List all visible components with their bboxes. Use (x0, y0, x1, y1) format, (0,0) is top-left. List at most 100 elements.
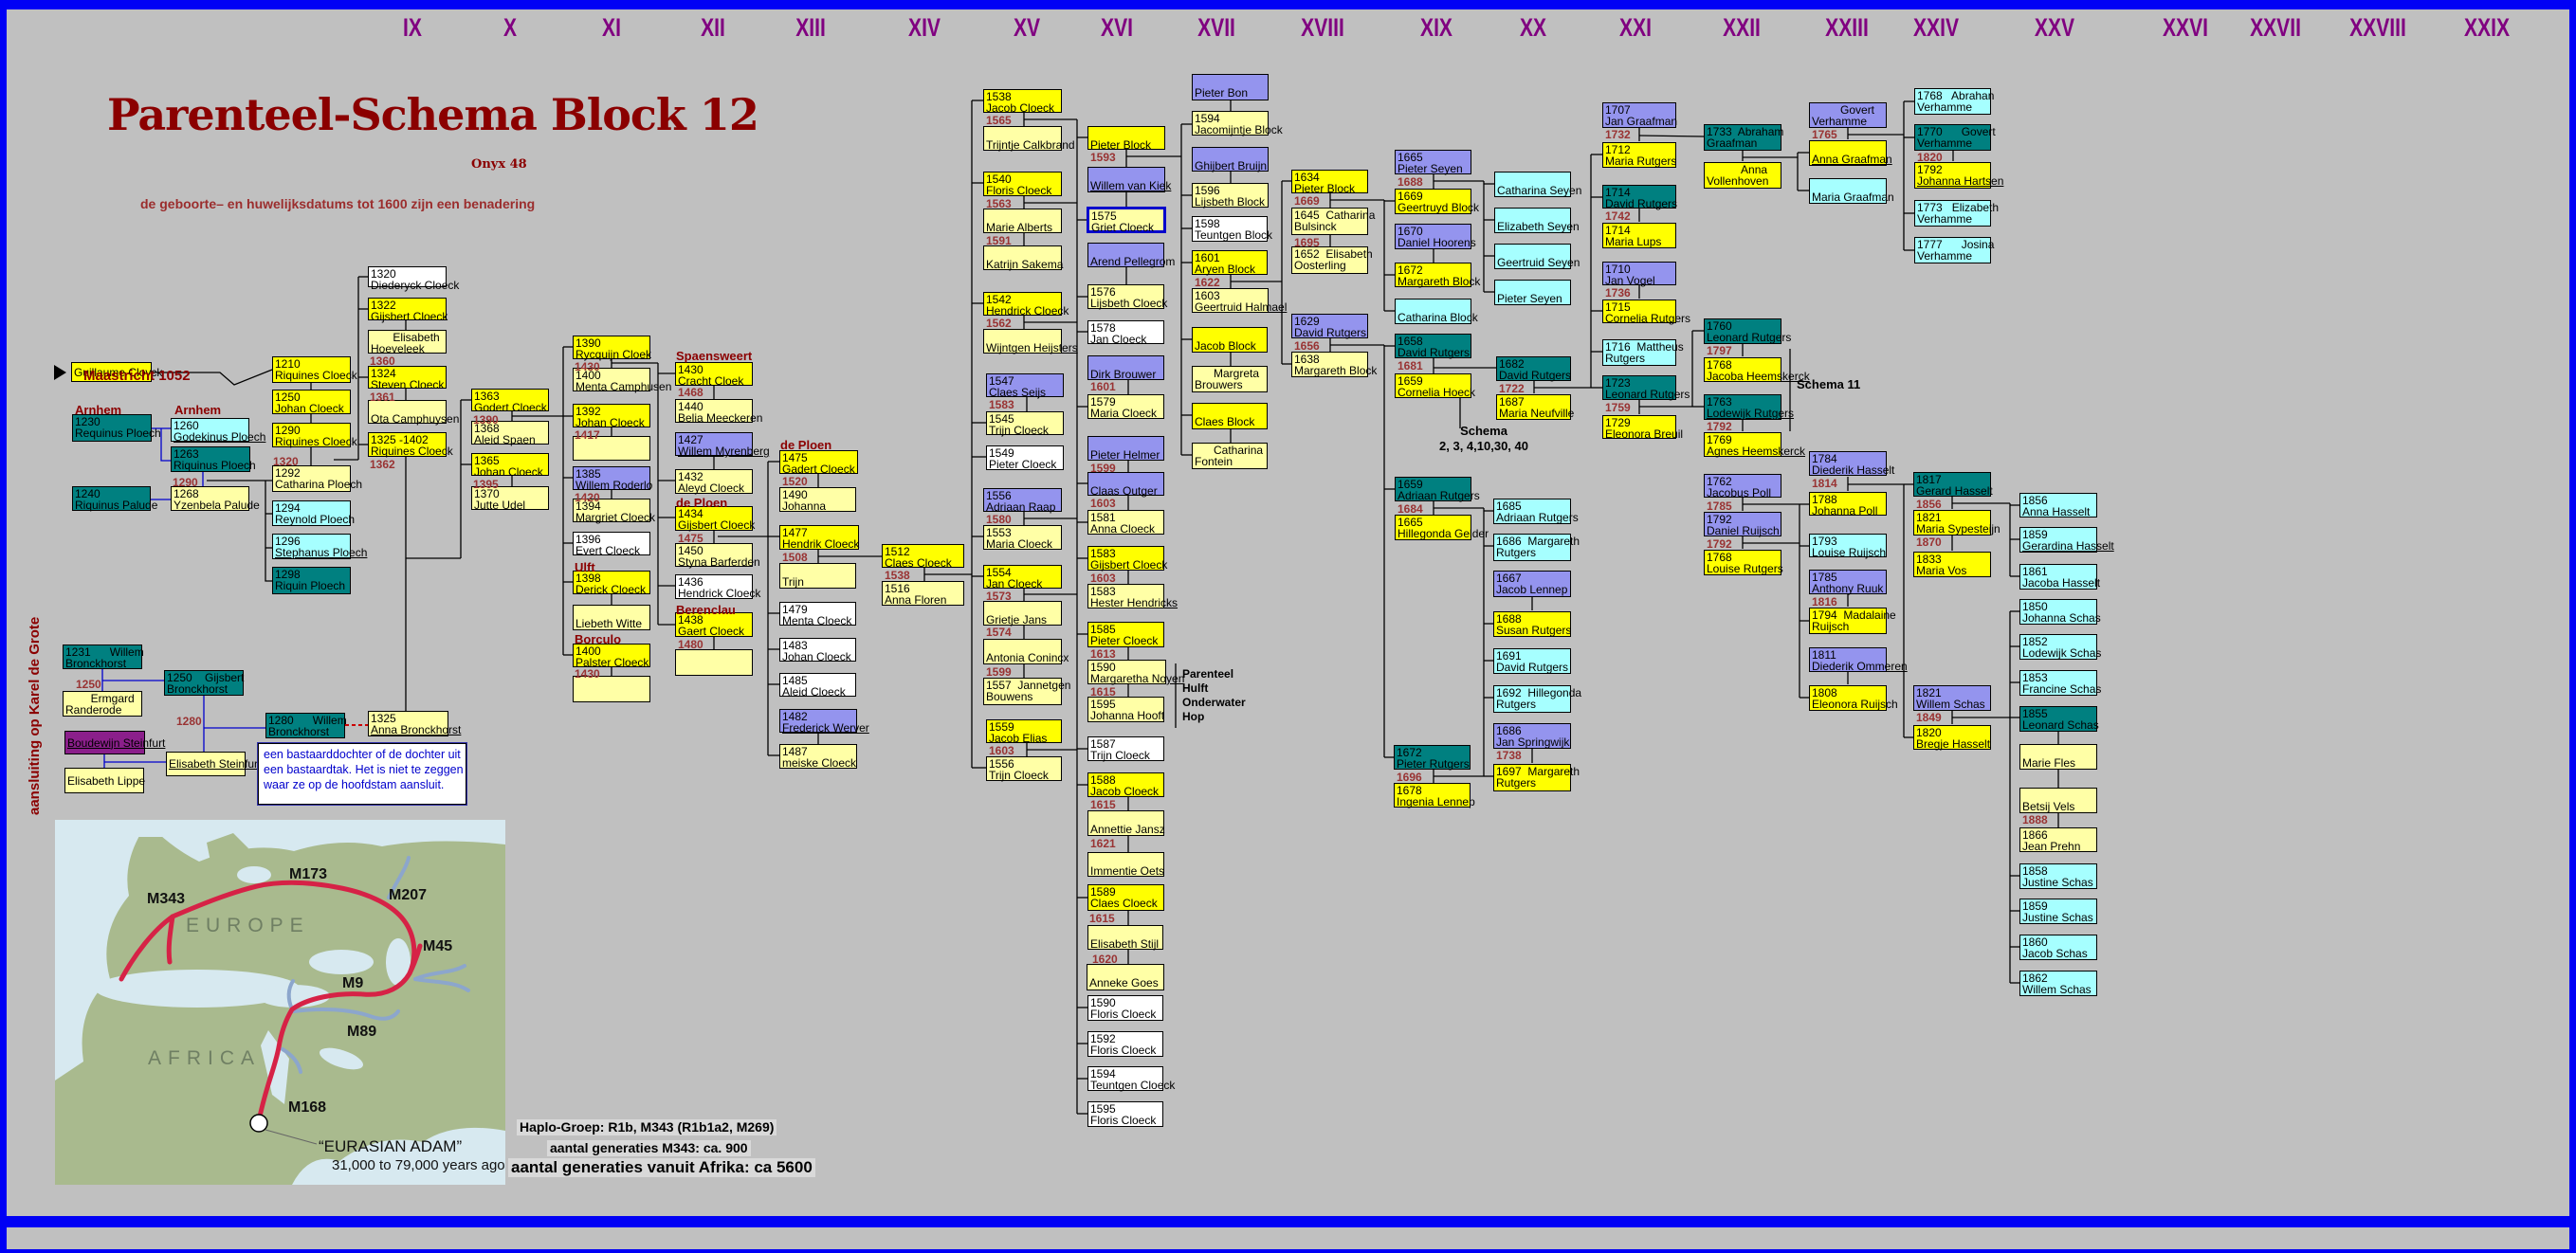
person-box: 1601 Aryen Block (1192, 250, 1268, 275)
marriage-year: 1656 (1294, 339, 1320, 353)
page-title: Parenteel-Schema Block 12 (107, 89, 759, 140)
person-box: 1793 Louise Ruijsch (1809, 534, 1887, 558)
person-box: 1692 Hillegonda Rutgers (1493, 685, 1581, 713)
person-box: Liebeth Witte (573, 605, 650, 630)
person-box: Catharina Fontein (1192, 443, 1268, 469)
person-box: 1659 Cornelia Hoeck (1395, 373, 1475, 398)
person-box: Katrijn Sakema (983, 245, 1063, 270)
marriage-year: 1622 (1195, 276, 1220, 289)
marriage-year: 1320 (273, 455, 299, 468)
person-box: 1768 Jacoba Heemskerck (1704, 357, 1810, 382)
person-box: 1714 David Rutgers (1602, 185, 1677, 209)
marriage-year: 1290 (173, 476, 198, 489)
person-box: 1820 Bregje Hasselt (1913, 725, 1991, 750)
person-box: Claas Outger (1087, 472, 1164, 497)
marriage-year: 1621 (1090, 837, 1116, 850)
person-box: 1578 Jan Cloeck (1087, 320, 1164, 345)
marriage-year: 1785 (1707, 499, 1732, 513)
person-box: 1547 Claes Seijs (986, 373, 1064, 398)
generation-header: XI (602, 13, 621, 42)
generation-header: XIV (908, 13, 941, 42)
person-box: 1667 Jacob Lennep (1493, 571, 1571, 597)
person-box: 1583 Gijsbert Cloeck (1087, 546, 1167, 571)
marriage-year: 1280 (176, 715, 202, 728)
person-box: Geertruid Seyen (1494, 244, 1580, 269)
person-box: 1485 Aleid Cloeck (779, 673, 856, 698)
person-box: 1794 Madalaine Ruijsch (1809, 608, 1896, 634)
person-box: 1556 Adriaan Raap (983, 488, 1062, 513)
person-box: Guillaume Clovck (71, 362, 162, 382)
marriage-year: 1681 (1398, 359, 1423, 372)
eurasian-adam-years: 31,000 to 79,000 years ago (332, 1157, 505, 1173)
marriage-year: 1722 (1499, 382, 1525, 395)
person-box: 1559 Jacob Elias (986, 719, 1062, 744)
person-box: 1682 David Rutgers (1496, 356, 1571, 381)
annotation-text: Parenteel Hulft Onderwater Hop (1182, 667, 1246, 723)
marriage-year: 1420 (575, 491, 600, 504)
marriage-year: 1360 (370, 354, 395, 368)
person-box: 1638 Margareth Block (1291, 352, 1377, 377)
person-box: 1855 Leonard Schas (2019, 706, 2099, 732)
person-box: 1788 Johanna Poll (1809, 492, 1887, 517)
marriage-year: 1732 (1605, 128, 1631, 141)
person-box: 1579 Maria Cloeck (1087, 394, 1164, 419)
person-box: 1438 Gaert Cloeck (675, 612, 753, 637)
person-box: 1322 Gijsbert Cloeck (368, 298, 448, 322)
person-box: Ghijbert Bruijn (1192, 147, 1269, 172)
generation-header: XXIV (1913, 13, 1959, 42)
generation-header: XII (701, 13, 725, 42)
marriage-year: 1580 (986, 513, 1012, 526)
marriage-year: 1475 (678, 532, 703, 545)
person-box: 1385 Willem Roderlo (573, 466, 652, 491)
marriage-year: 1792 (1707, 420, 1732, 433)
person-box: 1430 Cracht Cloek (675, 362, 753, 387)
marriage-year: 1603 (989, 744, 1014, 757)
person-box: 1298 Riquin Ploech (272, 567, 351, 594)
marriage-year: 1601 (1090, 380, 1116, 393)
generation-header: XXVII (2250, 13, 2301, 42)
haplogroup-map: EUROPE AFRICA M343 M173 M207 M45 M9 M89 M168 “E… (55, 820, 505, 1185)
person-box: 1250 Gijsbert Bronckhorst (164, 670, 244, 696)
person-box: 1538 Jacob Cloeck (983, 89, 1062, 114)
marriage-year: 1593 (1090, 151, 1116, 164)
person-box: 1691 David Rutgers (1493, 648, 1571, 674)
person-box: 1859 Justine Schas (2019, 899, 2097, 924)
person-box: 1856 Anna Hasselt (2019, 493, 2097, 518)
person-box: 1490 Johanna (779, 487, 856, 512)
generation-header: XXVI (2163, 13, 2208, 42)
person-box: 1512 Claes Cloeck (882, 544, 964, 569)
generation-header: X (502, 13, 518, 42)
person-box: Trijn (779, 563, 856, 589)
frame-left (0, 0, 7, 1253)
marriage-year: 1792 (1707, 537, 1732, 551)
person-box: Pieter Bon (1192, 74, 1269, 100)
person-box: Anna Vollenhoven (1704, 162, 1781, 189)
person-box: 1715 Cornelia Rutgers (1602, 300, 1690, 324)
marriage-year: 1856 (1916, 498, 1942, 511)
marriage-year: 1468 (678, 386, 703, 399)
person-box: 1585 Pieter Cloeck (1087, 622, 1164, 647)
person-box: Govert Verhamme (1809, 102, 1887, 128)
person-box (675, 649, 753, 676)
annotation-text: aantal generaties vanuit Afrika: ca 5600 (508, 1158, 815, 1177)
marriage-year: 1696 (1397, 771, 1422, 784)
place-label: de Ploen (676, 496, 728, 510)
person-box: Marie Alberts (983, 209, 1062, 233)
marriage-year: 1508 (782, 551, 808, 564)
place-label: Arnhem (75, 403, 122, 417)
person-box: 1792 Daniel Ruijsch (1704, 512, 1781, 536)
person-box: 1592 Floris Cloeck (1087, 1031, 1163, 1057)
place-label: Borculo (575, 632, 622, 646)
person-box: 1450 Styna Barferden (675, 543, 760, 568)
person-box: 1432 Aleyd Cloeck (675, 469, 753, 494)
marriage-year: 1738 (1496, 749, 1522, 762)
person-box: 1398 Derick Cloeck (573, 571, 650, 595)
person-box: 1697 Margareth Rutgers (1493, 764, 1580, 791)
marriage-year: 1613 (1090, 647, 1116, 661)
person-box: 1590 Margaretha Noyen (1087, 660, 1184, 684)
person-box: 1589 Claes Cloeck (1087, 884, 1164, 911)
marriage-year: 1695 (1294, 236, 1320, 249)
person-box: 1590 Floris Cloeck (1087, 995, 1163, 1021)
generation-header: XVI (1101, 13, 1133, 42)
bastard-note: een bastaarddochter of de dochter uit een… (257, 742, 467, 806)
